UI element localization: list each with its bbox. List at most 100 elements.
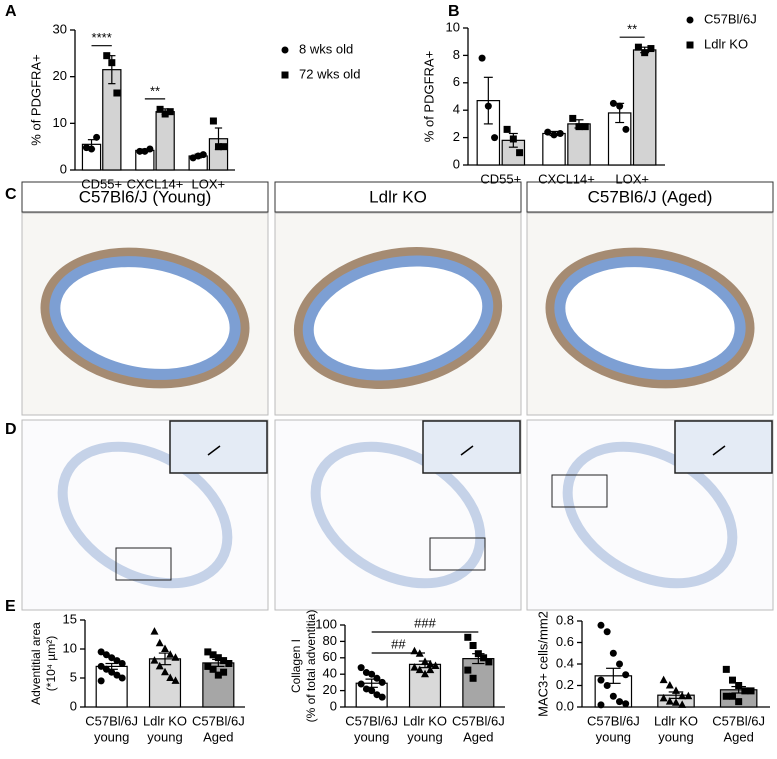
zoom-box	[429, 537, 486, 571]
inset-arrow	[207, 445, 221, 456]
y-tick-label: 2	[453, 129, 460, 144]
legend-marker	[686, 41, 694, 49]
data-point	[735, 682, 743, 689]
data-point	[609, 649, 617, 657]
x-tick-label: young	[94, 729, 129, 744]
y-axis-label: (*10⁴ µm²)	[44, 636, 58, 691]
legend-marker	[281, 46, 289, 54]
x-tick-label: young	[596, 729, 631, 744]
legend-label: 72 wks old	[299, 66, 360, 81]
data-point	[569, 114, 577, 122]
y-tick-label: 0.6	[556, 634, 574, 649]
x-tick-label: young	[658, 729, 693, 744]
data-point	[113, 657, 121, 665]
data-point	[220, 143, 228, 151]
data-point	[665, 697, 674, 705]
data-point	[641, 49, 649, 57]
y-tick-label: 0	[453, 156, 460, 171]
data-point	[155, 638, 164, 647]
data-point	[373, 674, 381, 682]
data-point	[469, 642, 477, 649]
x-tick-label: Aged	[463, 729, 493, 744]
data-point	[161, 644, 169, 652]
image-title: Ldlr KO	[369, 187, 427, 206]
data-point	[464, 666, 472, 674]
data-point	[464, 633, 472, 641]
data-point	[426, 659, 435, 668]
inset-arrow	[460, 445, 474, 456]
y-tick-label: 60	[323, 649, 337, 664]
y-tick-label: 0.4	[556, 655, 574, 670]
image-title: C57Bl6/J (Aged)	[588, 187, 713, 206]
data-point	[672, 686, 680, 694]
data-point	[410, 663, 419, 671]
panel-label: C	[5, 186, 17, 203]
data-point	[728, 692, 736, 700]
data-point	[469, 674, 477, 682]
data-point	[88, 145, 96, 153]
data-point	[214, 671, 222, 679]
legend-label: Ldlr KO	[704, 36, 748, 51]
data-point	[622, 125, 630, 133]
data-point	[609, 99, 617, 107]
data-point	[136, 147, 144, 155]
data-point	[431, 661, 440, 669]
data-point	[634, 43, 642, 51]
data-point	[544, 128, 552, 136]
image-title: C57Bl6/J (Young)	[79, 187, 212, 206]
data-point	[622, 671, 630, 679]
data-point	[108, 654, 116, 662]
x-tick-label: young	[147, 729, 182, 744]
data-point	[616, 102, 624, 110]
data-point	[597, 676, 605, 684]
y-tick-label: 15	[63, 611, 77, 626]
panel-label: A	[5, 3, 17, 20]
y-tick-label: 40	[323, 666, 337, 681]
y-axis-label: (% of total adventitia)	[304, 610, 318, 723]
data-point	[97, 648, 105, 656]
data-point	[550, 131, 558, 139]
data-point	[616, 698, 624, 706]
data-point	[209, 665, 217, 673]
vessel-wall	[49, 256, 241, 380]
panel-label: E	[5, 598, 16, 615]
data-point	[616, 660, 624, 668]
data-point	[171, 653, 180, 661]
x-tick-label: LOX+	[615, 171, 649, 186]
data-point	[108, 668, 116, 676]
x-tick-label: CD55+	[480, 171, 521, 186]
data-point	[684, 691, 693, 700]
legend-label: 8 wks old	[299, 41, 353, 56]
y-axis-label: % of PDGFRA+	[421, 51, 436, 142]
data-point	[209, 117, 217, 125]
x-tick-label: young	[407, 729, 442, 744]
significance-label: ##	[391, 636, 406, 651]
data-point	[102, 651, 110, 659]
data-point	[597, 621, 605, 629]
data-point	[209, 651, 217, 659]
y-tick-label: 4	[453, 102, 460, 117]
zoom-box	[551, 474, 608, 508]
y-tick-label: 30	[53, 21, 67, 36]
panel-label: D	[5, 421, 17, 438]
data-point	[415, 665, 424, 674]
data-point	[220, 657, 228, 665]
data-point	[480, 654, 488, 662]
data-point	[146, 145, 154, 153]
data-point	[484, 102, 492, 110]
data-point	[161, 667, 169, 676]
bar	[632, 49, 657, 166]
data-point	[678, 700, 687, 708]
data-point	[556, 129, 564, 137]
y-tick-label: 0.8	[556, 612, 574, 627]
y-tick-label: 5	[70, 669, 77, 684]
legend-marker	[686, 16, 694, 24]
data-point	[171, 676, 180, 684]
x-tick-label: CXCL14+	[538, 171, 595, 186]
inset-arrow	[712, 445, 726, 456]
data-point	[113, 89, 121, 97]
y-tick-label: 6	[453, 74, 460, 89]
data-point	[516, 149, 524, 157]
x-tick-label: Aged	[203, 729, 233, 744]
legend-marker	[281, 71, 289, 79]
